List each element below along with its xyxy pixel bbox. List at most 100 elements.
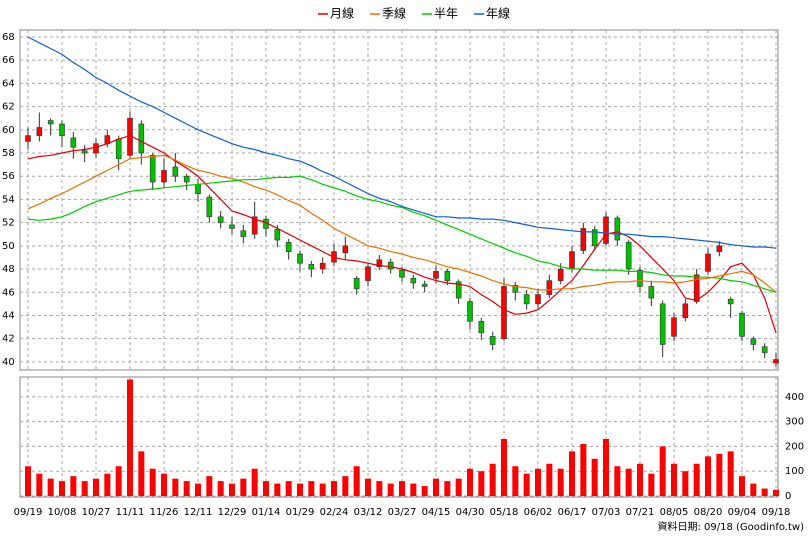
volume-bar	[603, 438, 609, 496]
volume-bar	[47, 478, 54, 496]
volume-bar	[501, 438, 507, 496]
y-tick-label: 60	[2, 125, 15, 136]
candle-body	[433, 271, 439, 279]
volume-bar	[25, 466, 31, 496]
y-tick-label: 50	[2, 241, 15, 252]
volume-bar	[36, 473, 43, 496]
candle-body	[591, 229, 598, 247]
x-tick-label: 07/03	[592, 507, 621, 518]
volume-bar	[365, 478, 371, 496]
candle-body	[138, 123, 145, 154]
volume-bar	[297, 483, 303, 496]
price-panel	[19, 29, 779, 371]
y-tick-label: 42	[2, 334, 15, 345]
volume-bar	[127, 379, 133, 496]
volume-bar	[478, 471, 485, 496]
candle-body	[727, 298, 734, 305]
volume-bar	[161, 473, 167, 496]
candle-body	[319, 262, 326, 270]
candle-body	[739, 312, 745, 337]
candle-body	[342, 245, 349, 254]
volume-bar	[444, 481, 451, 496]
volume-bar	[455, 478, 462, 496]
legend-label: 月線	[330, 6, 354, 21]
candle-body	[376, 259, 383, 268]
volume-bar	[149, 468, 156, 496]
x-tick-label: 08/20	[694, 507, 723, 518]
candle-body	[251, 216, 258, 235]
volume-bar	[251, 468, 258, 496]
legend-label: 年線	[486, 6, 510, 21]
x-tick-label: 04/15	[422, 507, 451, 518]
candle-body	[614, 217, 621, 241]
moving-average-line	[27, 175, 777, 293]
candle-body	[523, 294, 530, 305]
candle-body	[444, 271, 451, 281]
candle-body	[535, 294, 541, 305]
volume-bar	[648, 473, 655, 496]
candle-body	[773, 359, 779, 364]
x-tick-label: 10/27	[82, 507, 111, 518]
candle-body	[693, 274, 700, 302]
volume-bar	[217, 481, 224, 496]
candle-body	[365, 266, 371, 281]
volume-bar	[489, 463, 496, 496]
volume-bar	[206, 476, 213, 496]
candle-body	[161, 170, 167, 183]
volume-bar	[104, 473, 111, 496]
volume-bar	[172, 478, 179, 496]
candle-body	[489, 336, 496, 345]
volume-bar	[387, 483, 394, 496]
y-tick-label: 48	[2, 264, 15, 275]
candle-body	[648, 286, 655, 299]
candle-body	[546, 280, 553, 295]
y-tick-label: 54	[2, 194, 15, 205]
candle-body	[659, 303, 666, 345]
x-tick-label: 04/30	[456, 507, 485, 518]
volume-bar	[682, 471, 689, 496]
candle-body	[705, 253, 711, 272]
candle-body	[603, 216, 609, 244]
volume-bar	[421, 486, 428, 496]
volume-bar	[342, 476, 349, 496]
candle-body	[308, 264, 315, 270]
candle-body	[569, 251, 575, 270]
volume-bar	[512, 466, 519, 496]
volume-bar	[183, 481, 190, 496]
y-tick-label: 62	[2, 102, 15, 113]
candle-body	[93, 143, 99, 154]
x-tick-label: 12/29	[218, 507, 247, 518]
volume-tick-label: 0	[785, 491, 791, 502]
x-tick-label: 02/24	[320, 507, 349, 518]
x-tick-label: 12/11	[184, 507, 213, 518]
volume-bar	[705, 456, 711, 496]
candle-body	[25, 135, 31, 142]
x-tick-label: 09/19	[14, 507, 43, 518]
volume-bar	[557, 468, 564, 496]
candle-body	[716, 245, 723, 252]
volume-tick-label: 200	[785, 441, 804, 452]
candle-body	[455, 281, 462, 299]
candle-body	[115, 138, 122, 160]
volume-bar	[274, 483, 281, 496]
candle-body	[240, 230, 247, 237]
volume-bar	[523, 473, 530, 496]
candle-body	[467, 301, 473, 322]
candle-body	[682, 303, 689, 319]
y-tick-label: 64	[2, 78, 15, 89]
candle-body	[637, 269, 643, 287]
volume-bar	[535, 468, 541, 496]
x-tick-label: 10/08	[48, 507, 77, 518]
candle-body	[47, 120, 54, 125]
candle-body	[750, 338, 757, 345]
x-tick-label: 07/21	[626, 507, 655, 518]
candle-body	[59, 123, 65, 136]
candle-body	[285, 242, 292, 252]
moving-average-line	[27, 36, 777, 249]
note: 資料日期: 09/18 (Goodinfo.tw)	[657, 520, 804, 533]
volume-bar	[637, 463, 643, 496]
candle-body	[81, 150, 88, 154]
y-tick-label: 66	[2, 55, 15, 66]
volume-bar	[263, 481, 269, 496]
y-tick-label: 58	[2, 148, 15, 159]
